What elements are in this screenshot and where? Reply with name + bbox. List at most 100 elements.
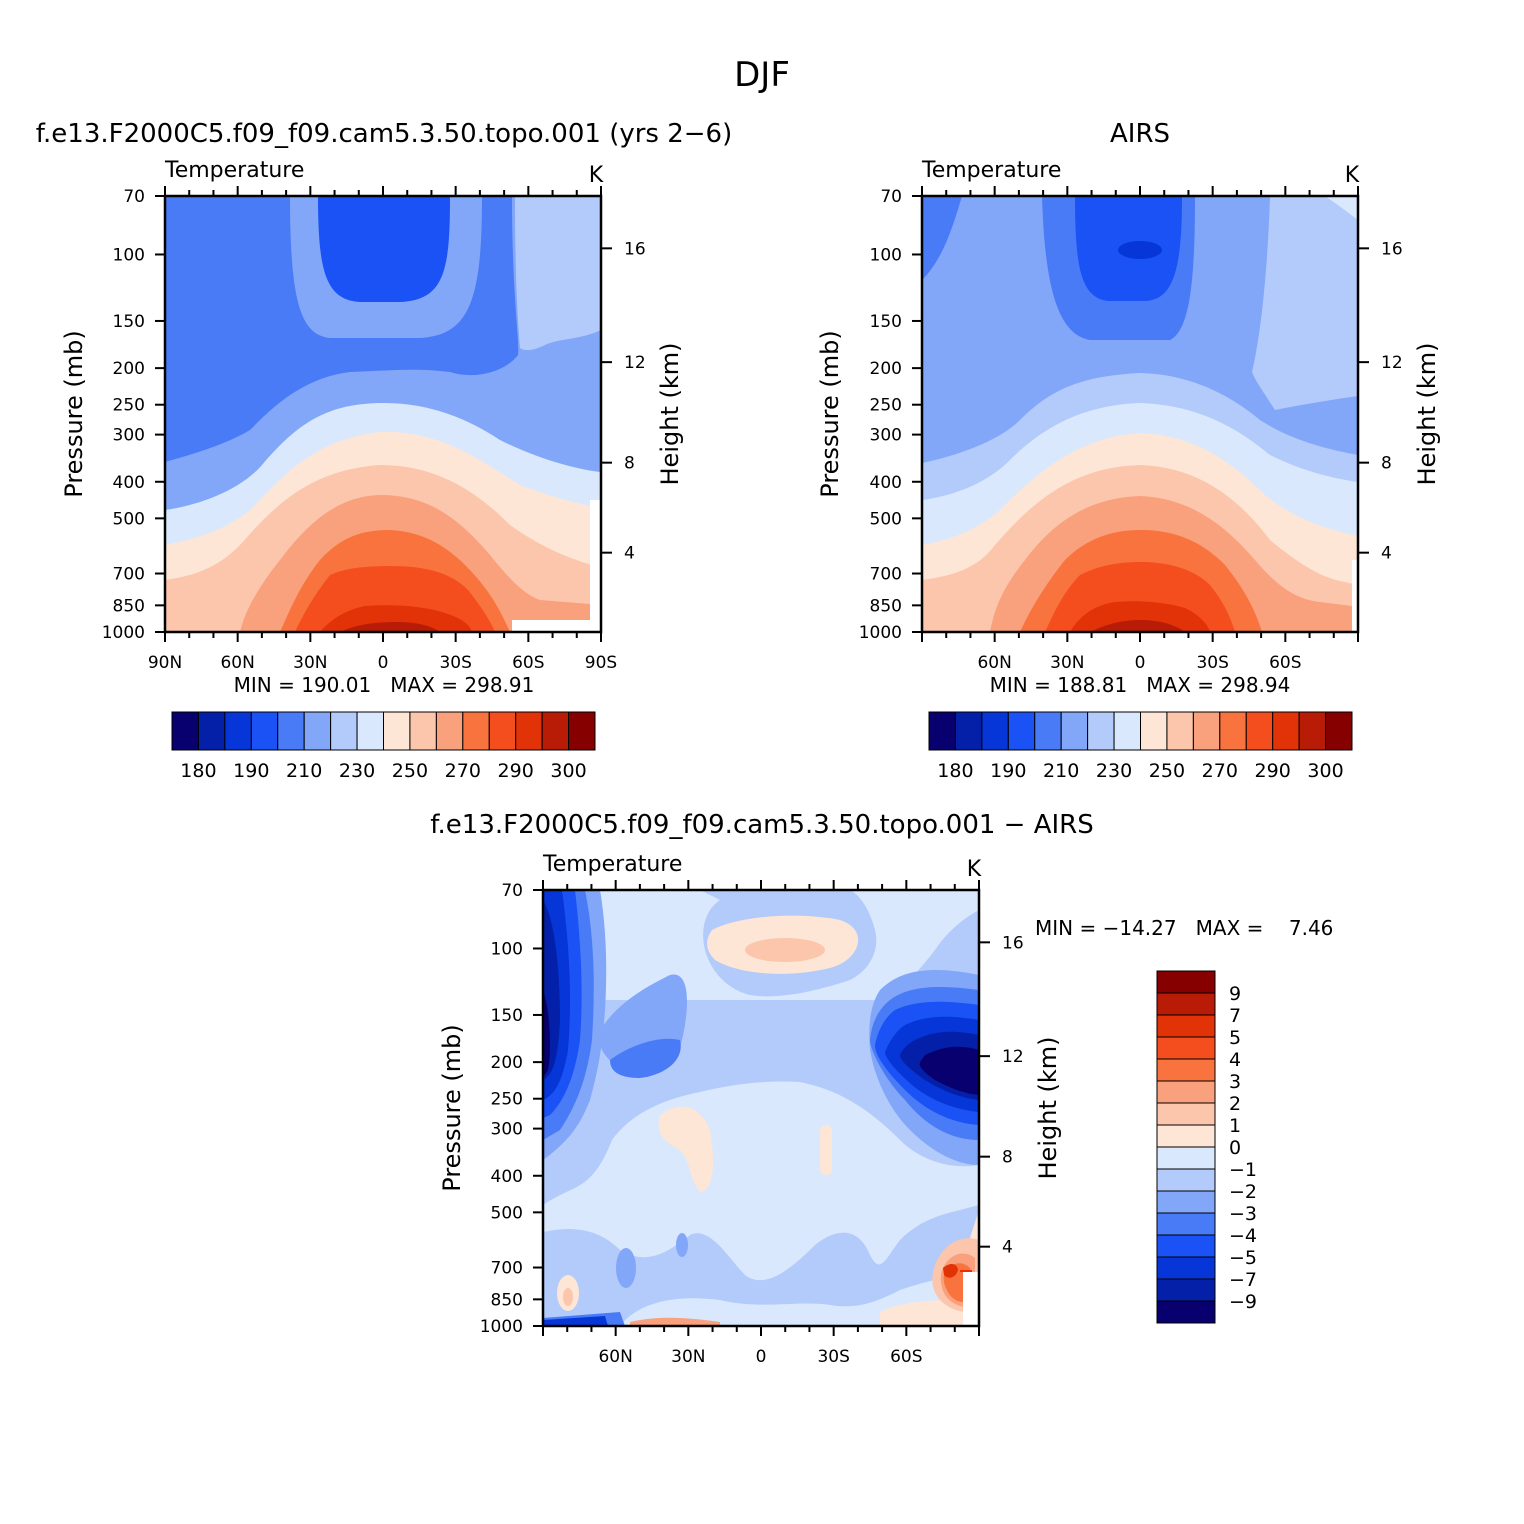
y-tick-label: 850 [491,1290,523,1310]
y-tick-label: 100 [870,245,902,265]
colorbar-label: 4 [1229,1049,1241,1071]
colorbar-box [1156,1190,1216,1214]
colorbar-box [224,711,252,751]
x-tick-label: 30S [817,1347,849,1367]
x-tick-label: 30S [439,653,471,673]
y-tick-label: 1000 [480,1317,523,1337]
colorbar-box [1156,1168,1216,1192]
colorbar-box [515,711,543,751]
panel-title: AIRS [1110,119,1170,149]
y-tick-label: 1000 [859,623,902,643]
min-max-text: MIN = 188.81 MAX = 298.94 [990,673,1291,697]
colorbar-label: 9 [1229,983,1241,1005]
y-axis-right-label: Height (km) [1413,343,1441,486]
x-tick-label: 60N [977,653,1011,673]
y-tick-label: 150 [113,312,145,332]
panel-title: f.e13.F2000C5.f09_f09.cam5.3.50.topo.001… [430,810,1094,840]
colorbar-label: −3 [1229,1203,1257,1225]
y-right-tick-label: 12 [624,353,646,373]
panel-subtitle: Temperature [921,158,1061,183]
colorbar-box [1156,1212,1216,1236]
y-tick-label: 250 [870,396,902,416]
x-tick-label: 90S [585,653,617,673]
colorbar-box [303,711,332,751]
colorbar-box [1272,711,1300,751]
contour-fill [165,196,601,632]
y-tick-label: 500 [870,509,902,529]
y-tick-label: 70 [501,881,523,901]
contour-fill [922,196,1358,632]
colorbar-label: 290 [1255,760,1291,782]
colorbar-label: 180 [937,760,973,782]
colorbar-label: −2 [1229,1181,1257,1203]
x-tick-label: 60S [890,1347,922,1367]
colorbar-label: 1 [1229,1115,1241,1137]
colorbar-box [171,711,199,751]
colorbar-box [383,711,411,751]
y-tick-label: 1000 [102,623,145,643]
colorbar-box [954,711,983,751]
colorbar-box [488,711,517,751]
colorbar-label: 3 [1229,1071,1241,1093]
y-right-tick-label: 4 [1381,544,1392,564]
x-tick-label: 60N [220,653,254,673]
colorbar-box [1156,1080,1216,1104]
y-tick-label: 200 [113,359,145,379]
y-axis-right-label: Height (km) [1034,1037,1062,1180]
y-axis-label: Pressure (mb) [438,1024,466,1191]
y-tick-label: 700 [870,565,902,585]
y-tick-label: 500 [491,1203,523,1223]
colorbar-box [1298,711,1327,751]
panel-title: f.e13.F2000C5.f09_f09.cam5.3.50.topo.001… [36,119,732,149]
colorbar-box [197,711,226,751]
colorbar: 180 190 210 230 250 270 290 300 [928,711,1353,782]
colorbar-box [1156,1278,1216,1302]
colorbar-label: 7 [1229,1005,1241,1027]
y-tick-label: 70 [123,187,145,207]
y-right-tick-label: 16 [624,239,646,259]
panel-model: f.e13.F2000C5.f09_f09.cam5.3.50.topo.001… [36,119,732,782]
colorbar-box [1034,711,1062,751]
colorbar-box [1219,711,1247,751]
colorbar-box [981,711,1009,751]
colorbar-label: 0 [1229,1137,1241,1159]
colorbar-label: 300 [550,760,586,782]
y-right-tick-label: 16 [1002,933,1024,953]
panel-units: K [1345,163,1360,188]
colorbar-label: 270 [445,760,481,782]
y-tick-label: 400 [870,473,902,493]
colorbar-label: 250 [392,760,428,782]
min-max-text: MIN = 190.01 MAX = 298.91 [234,673,535,697]
y-right-tick-label: 12 [1381,353,1403,373]
x-tick-label: 60N [598,1347,632,1367]
colorbar-label: 290 [498,760,534,782]
colorbar-box [541,711,570,751]
y-tick-label: 150 [491,1006,523,1026]
colorbar-label: −1 [1229,1159,1257,1181]
x-tick-label: 60S [512,653,544,673]
x-tick-label: 30N [293,653,327,673]
colorbar-box [928,711,956,751]
colorbar-box [1156,1234,1216,1258]
y-tick-label: 300 [870,426,902,446]
colorbar-label: 270 [1202,760,1238,782]
colorbar-box [1156,970,1216,994]
colorbar-box [1156,1036,1216,1060]
y-tick-label: 100 [491,939,523,959]
colorbar-label: 180 [180,760,216,782]
colorbar-label: 300 [1307,760,1343,782]
x-tick-label: 30S [1196,653,1228,673]
y-tick-label: 850 [870,596,902,616]
y-axis-label: Pressure (mb) [816,330,844,497]
colorbar: 180 190 210 230 250 270 290 300 [171,711,596,782]
y-tick-label: 70 [880,187,902,207]
y-right-tick-label: 16 [1381,239,1403,259]
y-right-tick-label: 8 [1381,454,1392,474]
colorbar-box [1156,1256,1216,1280]
colorbar-label: 210 [286,760,322,782]
y-right-tick-label: 8 [1002,1148,1013,1168]
colorbar-box [1007,711,1036,751]
colorbar-box [1156,1102,1216,1126]
y-tick-label: 400 [113,473,145,493]
